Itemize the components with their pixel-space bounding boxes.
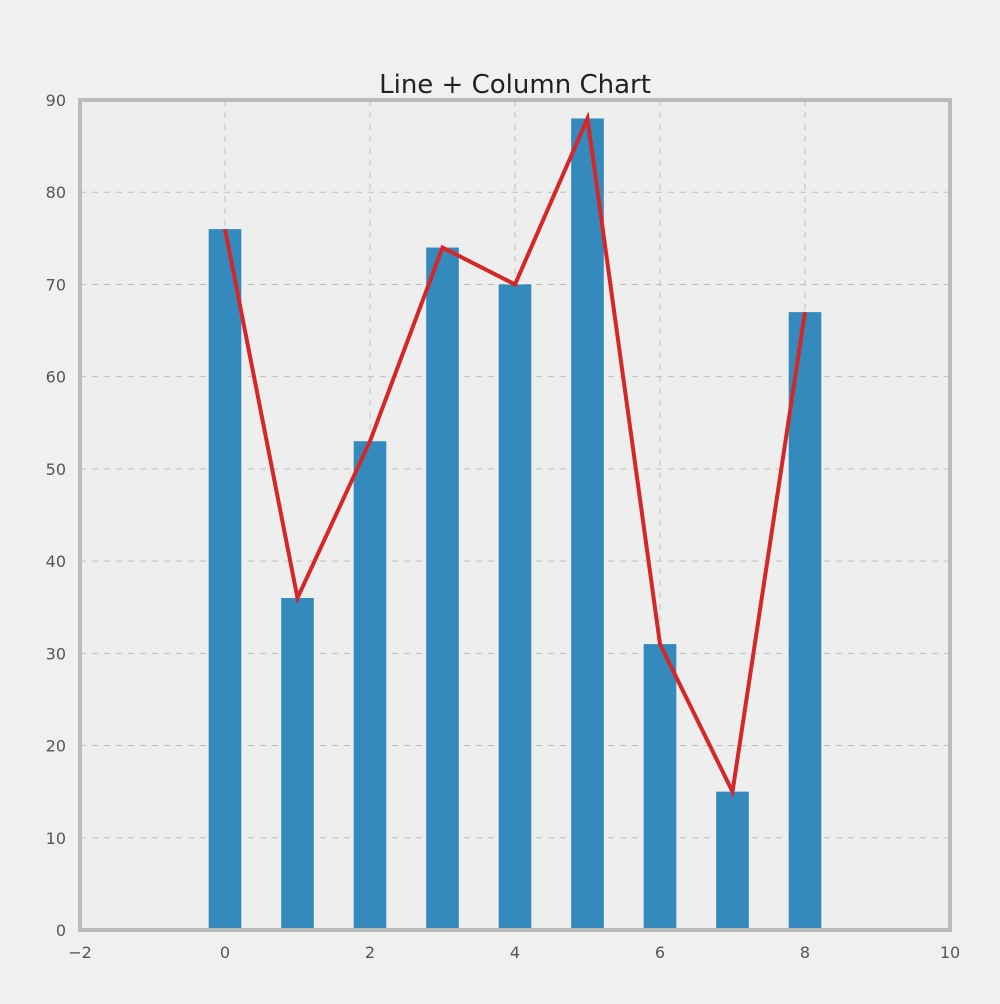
line-series (223, 111, 807, 799)
y-tick-label: 20 (46, 737, 66, 756)
x-tick-label: 10 (940, 943, 960, 962)
bar-series (208, 118, 822, 931)
y-tick-label: 40 (46, 552, 66, 571)
y-axis-ticks: 0 10 20 30 40 50 60 70 80 90 (46, 91, 66, 940)
chart-title: Line + Column Chart (379, 70, 651, 100)
y-tick-label: 50 (46, 460, 66, 479)
x-tick-label: 4 (510, 943, 520, 962)
bar (571, 118, 604, 930)
bar (208, 229, 242, 931)
plot-frame (78, 98, 952, 932)
y-tick-label: 60 (46, 368, 66, 387)
x-tick-label: 2 (365, 943, 375, 962)
bar (353, 441, 387, 930)
bar (716, 791, 749, 930)
x-tick-label: 8 (800, 943, 810, 962)
bar (498, 284, 532, 930)
y-tick-label: 90 (46, 91, 66, 110)
y-tick-label: 10 (46, 829, 66, 848)
y-tick-label: 70 (46, 275, 66, 294)
x-axis-ticks: −2 0 2 4 6 8 10 (68, 943, 960, 962)
x-tick-label: 6 (655, 943, 665, 962)
bar (281, 598, 314, 930)
line-path (223, 111, 807, 799)
y-tick-label: 0 (56, 921, 66, 940)
x-tick-label: −2 (68, 943, 92, 962)
x-tick-label: 0 (220, 943, 230, 962)
bar (643, 644, 677, 930)
y-tick-label: 80 (46, 183, 66, 202)
y-tick-label: 30 (46, 644, 66, 663)
bar (788, 312, 822, 931)
bar (426, 247, 459, 931)
